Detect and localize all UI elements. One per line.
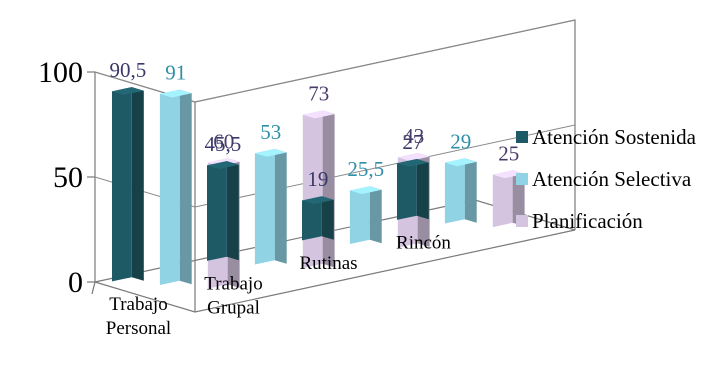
- bar: [397, 159, 429, 220]
- x-axis-ticks: Trabajo Personal Trabajo Grupal Rutinas Rincó…: [106, 232, 452, 339]
- bar-top: [302, 196, 334, 205]
- legend-swatch: [516, 173, 528, 185]
- bar-front: [112, 87, 132, 282]
- bar-side: [416, 159, 429, 220]
- legend-swatch: [516, 131, 528, 143]
- legend-item: Planificación: [516, 209, 643, 233]
- bar: [444, 158, 477, 224]
- data-label: 27: [402, 130, 423, 154]
- bar-side: [321, 196, 334, 240]
- bar-front: [302, 196, 322, 241]
- bar-side: [179, 89, 192, 285]
- x-tick-label: Rutinas: [299, 253, 357, 274]
- bar-side: [274, 148, 287, 264]
- bar-top: [492, 170, 525, 179]
- legend-label: Atención Selectiva: [532, 167, 692, 191]
- bar-front: [254, 148, 275, 265]
- legend-label: Atención Sostenida: [532, 125, 697, 149]
- data-labels: 25 43 73 60 29 25,5 53 91 27 19 45,5 90,5: [110, 58, 520, 191]
- y-tick-label: 100: [38, 56, 83, 89]
- bar-top: [397, 159, 429, 167]
- bar: [349, 186, 382, 244]
- bar-top: [112, 87, 144, 95]
- bar-front: [492, 170, 513, 228]
- bar-side: [131, 87, 144, 281]
- data-label: 19: [307, 167, 328, 191]
- bar-front: [349, 186, 370, 244]
- bar: [112, 87, 144, 282]
- bar: [159, 89, 192, 285]
- bar-side: [226, 161, 239, 261]
- bar-side: [464, 158, 477, 223]
- x-tick-label: Rincón: [396, 232, 451, 253]
- bar-top: [302, 110, 335, 119]
- x-tick-label: Trabajo Personal: [106, 294, 171, 339]
- bar-front: [159, 89, 180, 285]
- data-label: 53: [260, 120, 281, 144]
- bar-side: [369, 186, 382, 244]
- data-label: 91: [165, 61, 186, 85]
- legend-label: Planificación: [532, 209, 643, 233]
- legend-item: Atención Selectiva: [516, 167, 692, 191]
- y-tick-label: 50: [53, 161, 83, 194]
- bar-top: [397, 153, 430, 161]
- y-axis-ticks: 0 50 100: [38, 56, 95, 299]
- bar-front: [207, 161, 227, 261]
- bar: [207, 161, 239, 261]
- data-label: 29: [450, 129, 471, 153]
- data-label: 43: [403, 124, 424, 148]
- x-tick-mark: [91, 281, 96, 295]
- bar-top: [207, 161, 239, 169]
- legend-item: Atención Sostenida: [516, 125, 697, 149]
- bar: [302, 196, 334, 241]
- data-label: 90,5: [110, 58, 147, 82]
- x-tick-label: Trabajo Grupal: [204, 273, 262, 318]
- bar-top: [349, 186, 382, 195]
- data-label: 25: [498, 141, 519, 165]
- bar-front: [444, 158, 465, 224]
- bar-front: [397, 159, 417, 220]
- bar-top: [444, 158, 477, 167]
- data-label: 73: [308, 81, 329, 105]
- legend-swatch: [516, 215, 528, 227]
- legend: Atención Sostenida Atención Selectiva Plan…: [516, 125, 697, 233]
- gridline: [94, 19, 576, 103]
- bar-top: [159, 89, 192, 98]
- data-label: 60: [213, 129, 234, 153]
- bar-top: [254, 148, 287, 157]
- y-tick-label: 0: [68, 266, 83, 299]
- bar: [254, 148, 287, 265]
- data-label: 45,5: [205, 132, 242, 156]
- data-label: 25,5: [347, 157, 384, 181]
